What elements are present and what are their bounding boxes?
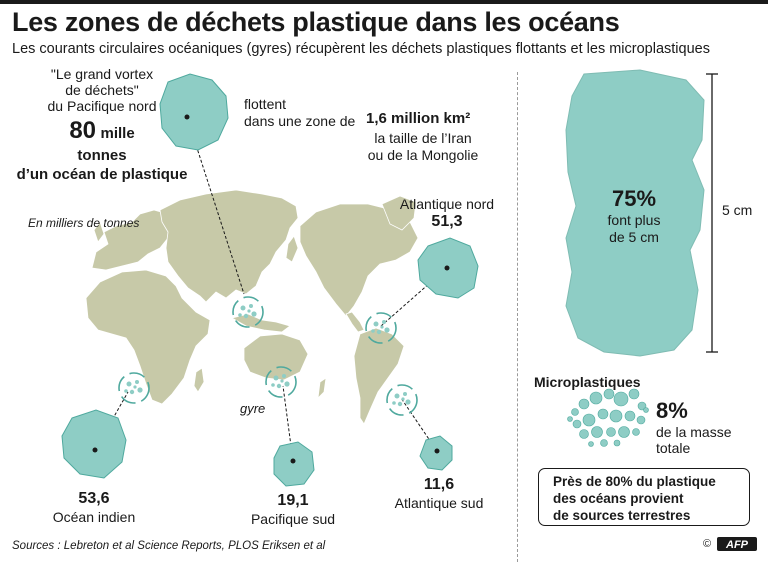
vortex-compare-line1: la taille de l’Iran: [374, 130, 472, 146]
land-sources-callout: Près de 80% du plastique des océans prov…: [538, 468, 750, 526]
land-africa: [85, 269, 211, 405]
region-ocean-indien-name: Océan indien: [52, 509, 136, 525]
gyre-north-pacific-symbol: [232, 296, 264, 328]
region-ocean-indien-value: 53,6: [78, 490, 110, 507]
page-title: Les zones de déchets plastique dans les …: [12, 7, 620, 37]
microplastics-title: Microplastiques: [534, 374, 641, 390]
size-share-percent: 75%: [611, 186, 657, 211]
vortex-float-line2: dans une zone de: [244, 113, 356, 129]
callout-line2: des océans provient: [553, 491, 684, 506]
gyre-symbols: [118, 296, 418, 416]
vortex-quote-line3: du Pacifique nord: [47, 98, 157, 114]
microplastics-line2: totale: [656, 440, 691, 456]
large-plastic-blob: [565, 69, 705, 357]
region-ocean-indien: 53,6 Océan indien: [30, 490, 158, 526]
patch-dots: [92, 114, 450, 464]
top-rule: [0, 0, 768, 4]
page-subtitle: Les courants circulaires océaniques (gyr…: [12, 41, 710, 57]
vortex-float-text: flottent dans une zone de: [244, 96, 355, 130]
size-share-line2: de 5 cm: [609, 229, 659, 245]
afp-credit: ©: [703, 538, 711, 550]
land-indonesia: [230, 313, 291, 333]
vortex-quote-line2: de déchets": [65, 82, 139, 98]
region-atlantique-nord: Atlantique nord 51,3: [388, 195, 506, 231]
afp-copyright-symbol: ©: [703, 538, 712, 550]
callout-line1: Près de 80% du plastique: [553, 474, 716, 489]
region-atlantique-sud-value: 11,6: [423, 476, 455, 493]
vortex-amount: 80 mille tonnes d’un océan de plastique: [5, 119, 199, 184]
vortex-amount-value: 80: [69, 117, 97, 144]
dot-south-pacific: [290, 458, 296, 464]
land-greenland: [381, 195, 417, 231]
patch-north-pacific: [159, 73, 229, 151]
vortex-amount-unit: mille: [100, 125, 135, 142]
land-uk: [93, 221, 105, 243]
vortex-quote: "Le grand vortex de déchets" du Pacifiqu…: [26, 66, 178, 114]
vortex-area-value: 1,6 million km²: [366, 110, 471, 127]
land-madagascar: [193, 367, 205, 393]
size-share-line1: font plus: [607, 212, 661, 228]
gyre-south-atlantic-symbol: [386, 384, 418, 416]
dot-south-atlantic: [434, 448, 440, 454]
afp-logo: AFP: [717, 537, 757, 551]
dot-indian: [92, 447, 98, 453]
vortex-quote-line1: "Le grand vortex: [50, 66, 154, 82]
microplastics-share: 8% de la masse totale: [656, 398, 731, 456]
map-unit-note: En milliers de tonnes: [28, 216, 140, 230]
dot-north-pacific: [184, 114, 190, 120]
panel-divider: [517, 72, 518, 562]
vortex-amount-line3: d’un océan de plastique: [16, 166, 188, 183]
land-japan: [285, 235, 299, 263]
size-share: 75% font plus de 5 cm: [570, 186, 698, 246]
region-pacifique-sud-value: 19,1: [277, 492, 309, 509]
region-pacifique-sud: 19,1 Pacifique sud: [236, 492, 350, 528]
land-new-zealand: [317, 377, 327, 400]
gyre-label: gyre: [240, 401, 266, 416]
microplastics-line1: de la masse: [656, 424, 732, 440]
land-north-america: [299, 203, 419, 317]
gyre-indian-symbol: [118, 372, 150, 404]
microplastics-cluster: [567, 388, 649, 447]
svg-text:AFP: AFP: [725, 539, 749, 551]
scale-label: 5 cm: [722, 202, 753, 218]
gyre-north-atlantic-symbol: [365, 312, 397, 344]
land-central-america: [345, 311, 365, 333]
sources-note: Sources : Lebreton et al Science Reports…: [12, 540, 326, 552]
vortex-float-line1: flottent: [244, 96, 287, 112]
microplastics-percent: 8%: [656, 398, 688, 423]
dot-north-atlantic: [444, 265, 450, 271]
land-australia: [243, 333, 309, 381]
region-atlantique-sud: 11,6 Atlantique sud: [380, 476, 498, 512]
scale-bar: [706, 73, 718, 353]
callout-line3: de sources terrestres: [553, 508, 691, 523]
region-atlantique-sud-name: Atlantique sud: [394, 495, 484, 511]
patch-south-pacific: [273, 441, 315, 487]
vortex-amount-line2: tonnes: [77, 147, 127, 164]
patch-indian: [61, 409, 127, 479]
region-atlantique-nord-name: Atlantique nord: [399, 196, 495, 212]
gyre-south-pacific-symbol: [265, 366, 297, 398]
region-atlantique-nord-value: 51,3: [431, 213, 463, 230]
vortex-comparison: la taille de l’Iran ou de la Mongolie: [360, 130, 486, 164]
region-pacifique-sud-name: Pacifique sud: [250, 511, 336, 527]
vortex-compare-line2: ou de la Mongolie: [367, 147, 479, 163]
